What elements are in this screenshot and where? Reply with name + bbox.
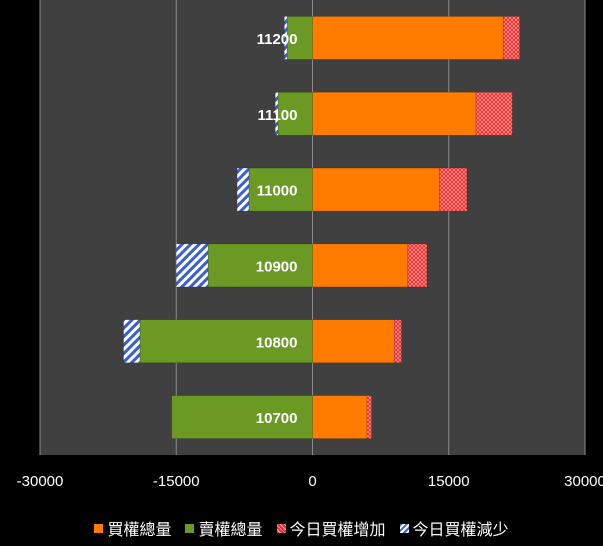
legend-item-call-increase: 今日買權增加 — [276, 516, 386, 540]
bar-call-total — [312, 395, 368, 439]
legend-label-call-total: 買權總量 — [107, 520, 172, 539]
legend-label-put-total: 賣權總量 — [198, 520, 263, 539]
bar-call-decrease — [284, 16, 288, 60]
bar-call-increase — [439, 167, 468, 212]
legend-label-call-increase: 今日買權增加 — [289, 520, 386, 539]
legend-swatch-call-total — [94, 523, 104, 533]
category-label: 11000 — [257, 183, 298, 200]
bar-call-total — [312, 167, 440, 212]
bar-call-increase — [475, 91, 513, 136]
bar-call-decrease — [274, 91, 279, 136]
bar-put-total — [207, 243, 313, 288]
bars — [123, 16, 520, 439]
bar-call-total — [312, 16, 504, 60]
x-tick-label: 0 — [308, 473, 316, 490]
bar-call-increase — [393, 319, 402, 364]
bar-call-decrease — [123, 319, 141, 364]
bar-put-total — [248, 167, 313, 212]
category-label: 10800 — [256, 334, 298, 351]
x-tick-label: 15000 — [428, 473, 470, 490]
bar-call-increase — [407, 243, 428, 288]
category-label: 10700 — [256, 410, 298, 427]
bar-call-total — [312, 319, 395, 364]
legend-swatch-call-increase — [276, 523, 286, 533]
legend-label-call-decrease: 今日買權減少 — [412, 520, 509, 539]
bar-call-increase — [366, 395, 372, 439]
bar-call-decrease — [175, 243, 209, 288]
bar-put-total — [171, 395, 313, 439]
bar-call-increase — [502, 16, 520, 60]
bar-put-total — [286, 16, 313, 60]
legend-swatch-call-decrease — [399, 523, 409, 533]
legend-item-call-decrease: 今日買權減少 — [399, 516, 509, 540]
x-tick-label: 30000 — [564, 473, 603, 490]
category-label: 11100 — [257, 107, 297, 124]
bar-put-total — [139, 319, 313, 364]
category-labels: 11200 11100 11000 10900 10800 10700 — [256, 31, 298, 427]
legend: 買權總量 賣權總量 今日買權增加 今日買權減少 — [0, 515, 603, 541]
x-tick-label: -15000 — [153, 473, 200, 490]
legend-item-put-total: 賣權總量 — [185, 516, 263, 540]
category-label: 10900 — [256, 258, 298, 275]
bar-call-decrease — [236, 167, 250, 212]
x-axis-ticks: -30000 -15000 0 15000 30000 — [17, 473, 603, 490]
bar-call-total — [312, 91, 477, 136]
legend-item-call-total: 買權總量 — [94, 516, 171, 540]
gridlines — [39, 0, 586, 455]
legend-swatch-put-total — [185, 523, 195, 533]
bar-call-total — [312, 243, 409, 288]
x-tick-label: -30000 — [17, 473, 64, 490]
category-label: 11200 — [257, 31, 298, 48]
